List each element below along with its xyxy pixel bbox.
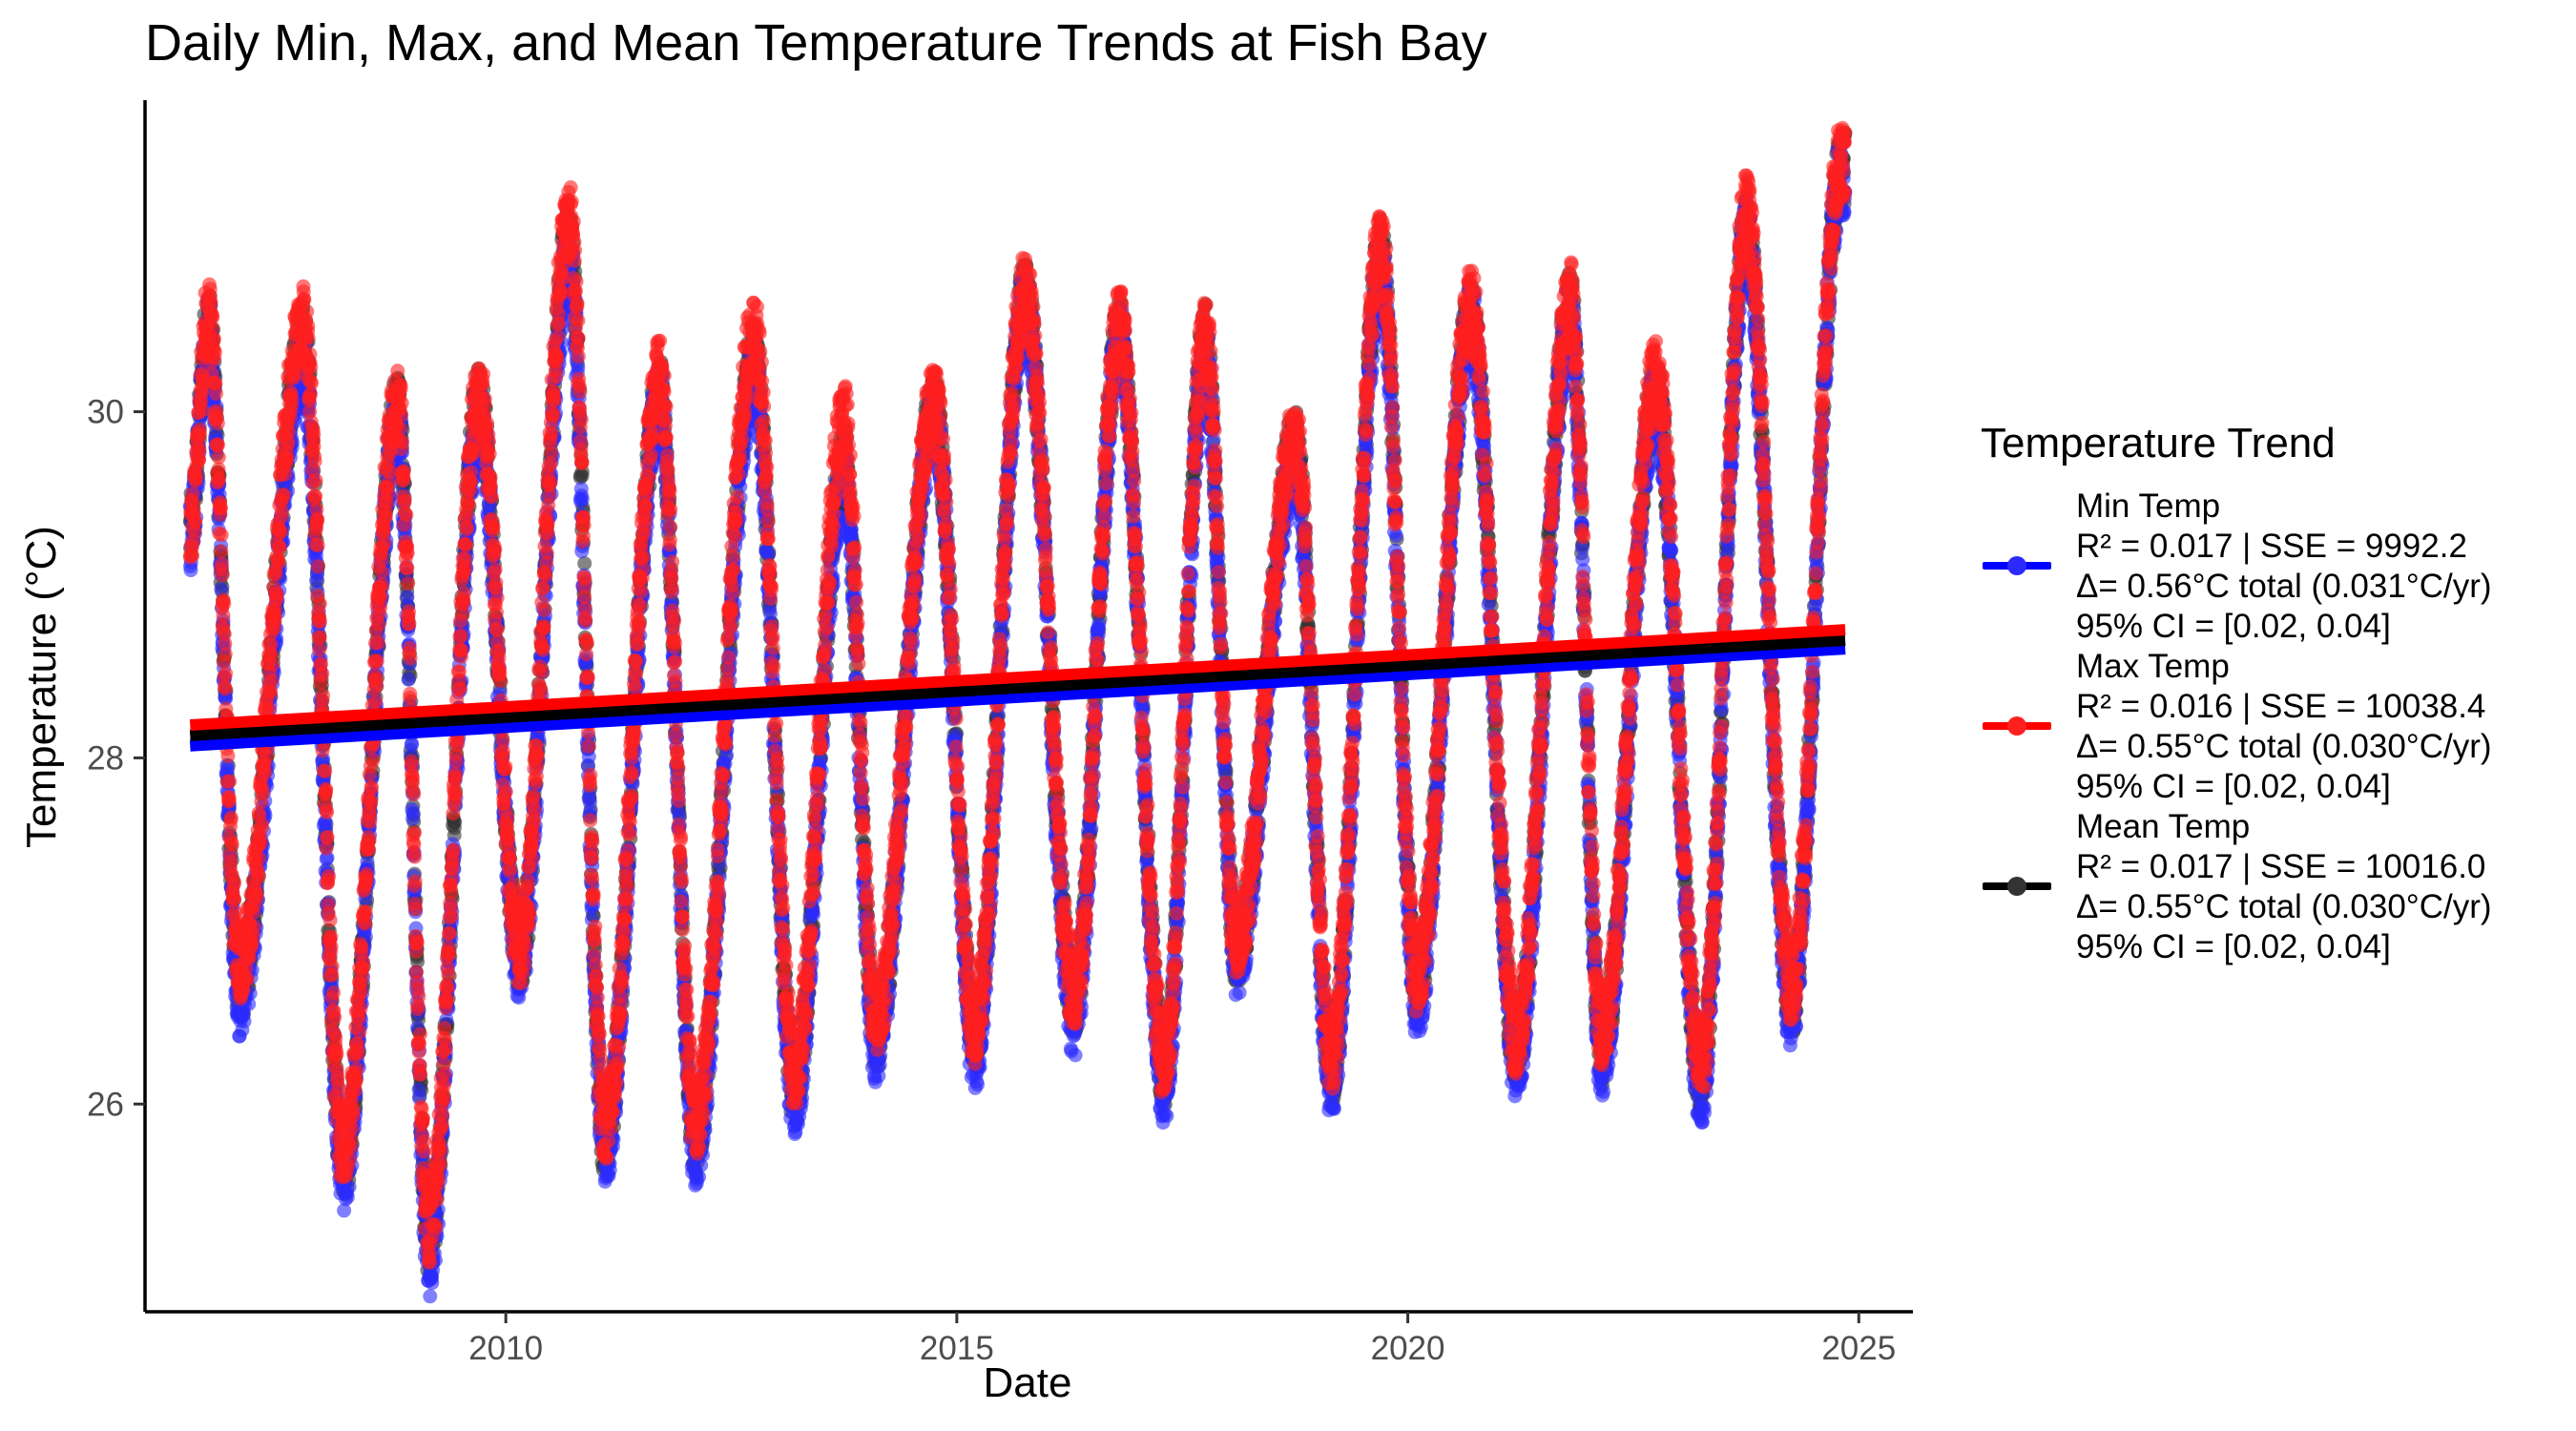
- chart-title: Daily Min, Max, and Mean Temperature Tre…: [145, 13, 1487, 73]
- data-points: [182, 120, 1853, 1304]
